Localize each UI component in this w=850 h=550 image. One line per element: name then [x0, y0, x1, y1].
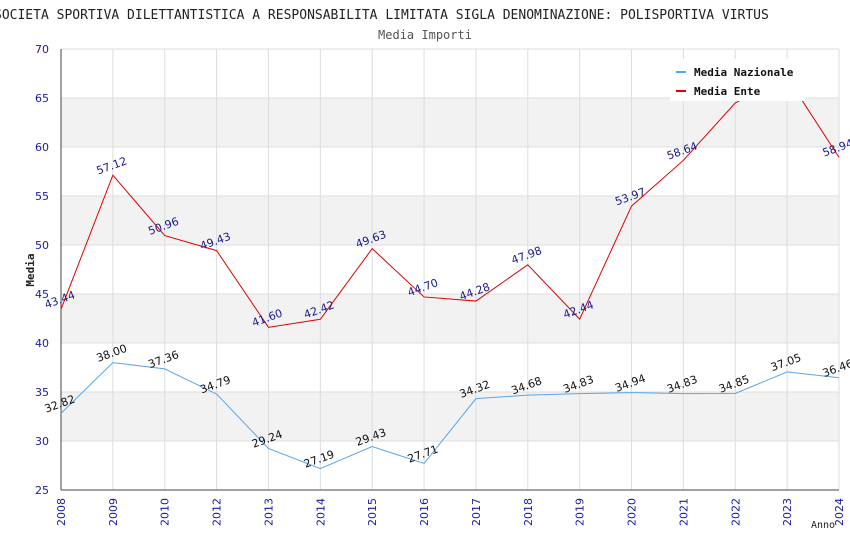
- x-axis-label: Anno: [811, 520, 835, 531]
- x-tick-label: 2018: [522, 498, 535, 526]
- data-label: 27.19: [302, 448, 336, 471]
- axes: [60, 49, 839, 491]
- y-tick-label: 70: [35, 43, 49, 56]
- x-tick-label: 2012: [211, 498, 224, 526]
- x-tick-label: 2021: [677, 498, 690, 526]
- y-tick-label: 45: [35, 288, 49, 301]
- grid-band: [61, 98, 839, 147]
- data-label: 57.12: [95, 154, 129, 177]
- legend: Media Nazionale Media Ente: [670, 59, 805, 101]
- grid-bands: [61, 98, 839, 441]
- x-tick-label: 2008: [55, 498, 68, 526]
- y-axis-label: Media: [24, 253, 37, 286]
- data-label: 37.05: [769, 351, 803, 374]
- data-label: 38.00: [95, 342, 129, 365]
- x-tick-label: 2013: [262, 498, 275, 526]
- chart-title: SOCIETA SPORTIVA DILETTANTISTICA A RESPO…: [0, 8, 769, 23]
- series-line-media-ente: [60, 76, 840, 328]
- x-tick-label: 2010: [159, 498, 172, 526]
- x-tick-label: 2017: [470, 498, 483, 526]
- x-tick-label: 2016: [418, 498, 431, 526]
- grid-band: [61, 294, 839, 343]
- grid-band: [61, 196, 839, 245]
- legend-label: Media Nazionale: [694, 66, 794, 79]
- y-tick-label: 60: [35, 141, 49, 154]
- data-label: 37.36: [147, 348, 181, 371]
- series-lines: [60, 76, 840, 470]
- y-tick-label: 25: [35, 484, 49, 497]
- y-tick-label: 55: [35, 190, 49, 203]
- chart-subtitle: Media Importi: [378, 28, 472, 42]
- data-label: 34.94: [613, 372, 647, 395]
- x-tick-label: 2009: [107, 498, 120, 526]
- x-tick-label: 2023: [781, 498, 794, 526]
- x-tick-label: 2019: [574, 498, 587, 526]
- x-tick-label: 2014: [314, 498, 327, 526]
- data-label: 36.46: [821, 357, 850, 380]
- data-label: 27.71: [406, 443, 440, 466]
- y-tick-label: 30: [35, 435, 49, 448]
- y-tick-label: 50: [35, 239, 49, 252]
- legend-label: Media Ente: [694, 85, 761, 98]
- x-ticks: 2008 2009 2010 2012 2013 2014 2015 2016 2017 2018…: [55, 498, 846, 526]
- series-line-media-nazionale: [60, 362, 840, 470]
- x-tick-label: 2022: [729, 498, 742, 526]
- x-tick-label: 2024: [833, 498, 846, 526]
- data-label: 47.98: [510, 244, 544, 267]
- x-tick-label: 2015: [366, 498, 379, 526]
- y-tick-label: 40: [35, 337, 49, 350]
- x-tick-label: 2020: [626, 498, 639, 526]
- grid-band: [61, 392, 839, 441]
- y-tick-label: 35: [35, 386, 49, 399]
- y-tick-label: 65: [35, 92, 49, 105]
- y-ticks: 25 30 35 40 45 50 55 60 65 70: [35, 43, 49, 497]
